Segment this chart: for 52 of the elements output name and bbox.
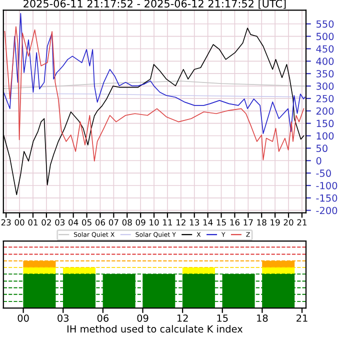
chart-title: 2025-06-11 21:17:52 - 2025-06-12 21:17:52 [UTC] <box>24 0 286 9</box>
y-tick-label: 200 <box>316 107 334 115</box>
x-tick-label: 05 <box>82 219 92 226</box>
x-tick-label: 00 <box>18 314 29 322</box>
y-tick-label: 350 <box>316 70 334 78</box>
y-tick-label: 500 <box>316 32 334 40</box>
x-tick-label: 09 <box>137 314 148 322</box>
x-tick-label: 06 <box>97 314 109 322</box>
x-tick-label: 15 <box>217 314 228 322</box>
line-series <box>3 80 306 89</box>
x-tick-label: 01 <box>28 219 38 226</box>
y-tick-label: 250 <box>316 94 334 102</box>
x-tick-label: 10 <box>150 219 159 226</box>
x-tick-label: 06 <box>95 219 106 226</box>
y-tick-label: 50 <box>316 144 328 152</box>
y-tick-label: -100 <box>316 182 338 190</box>
y-tick-label: 400 <box>316 58 334 66</box>
x-tick-label: 00 <box>14 219 24 226</box>
x-tick-label: 23 <box>1 219 11 226</box>
x-tick-label: 12 <box>176 219 186 226</box>
x-tick-label: 11 <box>163 219 172 226</box>
y-tick-label: 100 <box>316 132 334 140</box>
line-series <box>4 26 304 162</box>
x-tick-label: 02 <box>42 219 51 226</box>
x-tick-label: 15 <box>216 219 226 226</box>
x-tick-label: 12 <box>177 314 188 322</box>
y-tick-label: -200 <box>316 206 338 214</box>
line-series <box>3 13 306 134</box>
x-tick-label: 21 <box>297 219 306 226</box>
x-tick-label: 20 <box>284 219 294 226</box>
x-tick-label: 03 <box>58 314 69 322</box>
x-tick-label: 13 <box>190 219 200 226</box>
y-tick-label: -150 <box>316 194 338 202</box>
y-tick-label: 300 <box>316 82 334 90</box>
x-tick-label: 14 <box>203 219 213 226</box>
x-tick-label: 17 <box>244 219 253 226</box>
x-axis-title: IH method used to calculate K index <box>67 325 243 333</box>
y-tick-label: 550 <box>316 20 334 28</box>
x-tick-label: 16 <box>230 219 240 226</box>
x-tick-label: 09 <box>136 219 146 226</box>
x-tick-label: 08 <box>122 219 132 226</box>
y-tick-label: 450 <box>316 45 334 53</box>
x-tick-label: 21 <box>296 314 308 322</box>
x-tick-label: 18 <box>257 219 266 226</box>
y-tick-label: 0 <box>316 157 322 164</box>
x-tick-label: 04 <box>68 219 78 226</box>
y-tick-label: 150 <box>316 120 334 128</box>
x-tick-label: 18 <box>257 314 268 322</box>
x-tick-label: 03 <box>55 219 65 226</box>
y-tick-label: -50 <box>316 170 331 177</box>
x-tick-label: 07 <box>108 219 118 226</box>
x-tick-label: 19 <box>270 219 280 226</box>
